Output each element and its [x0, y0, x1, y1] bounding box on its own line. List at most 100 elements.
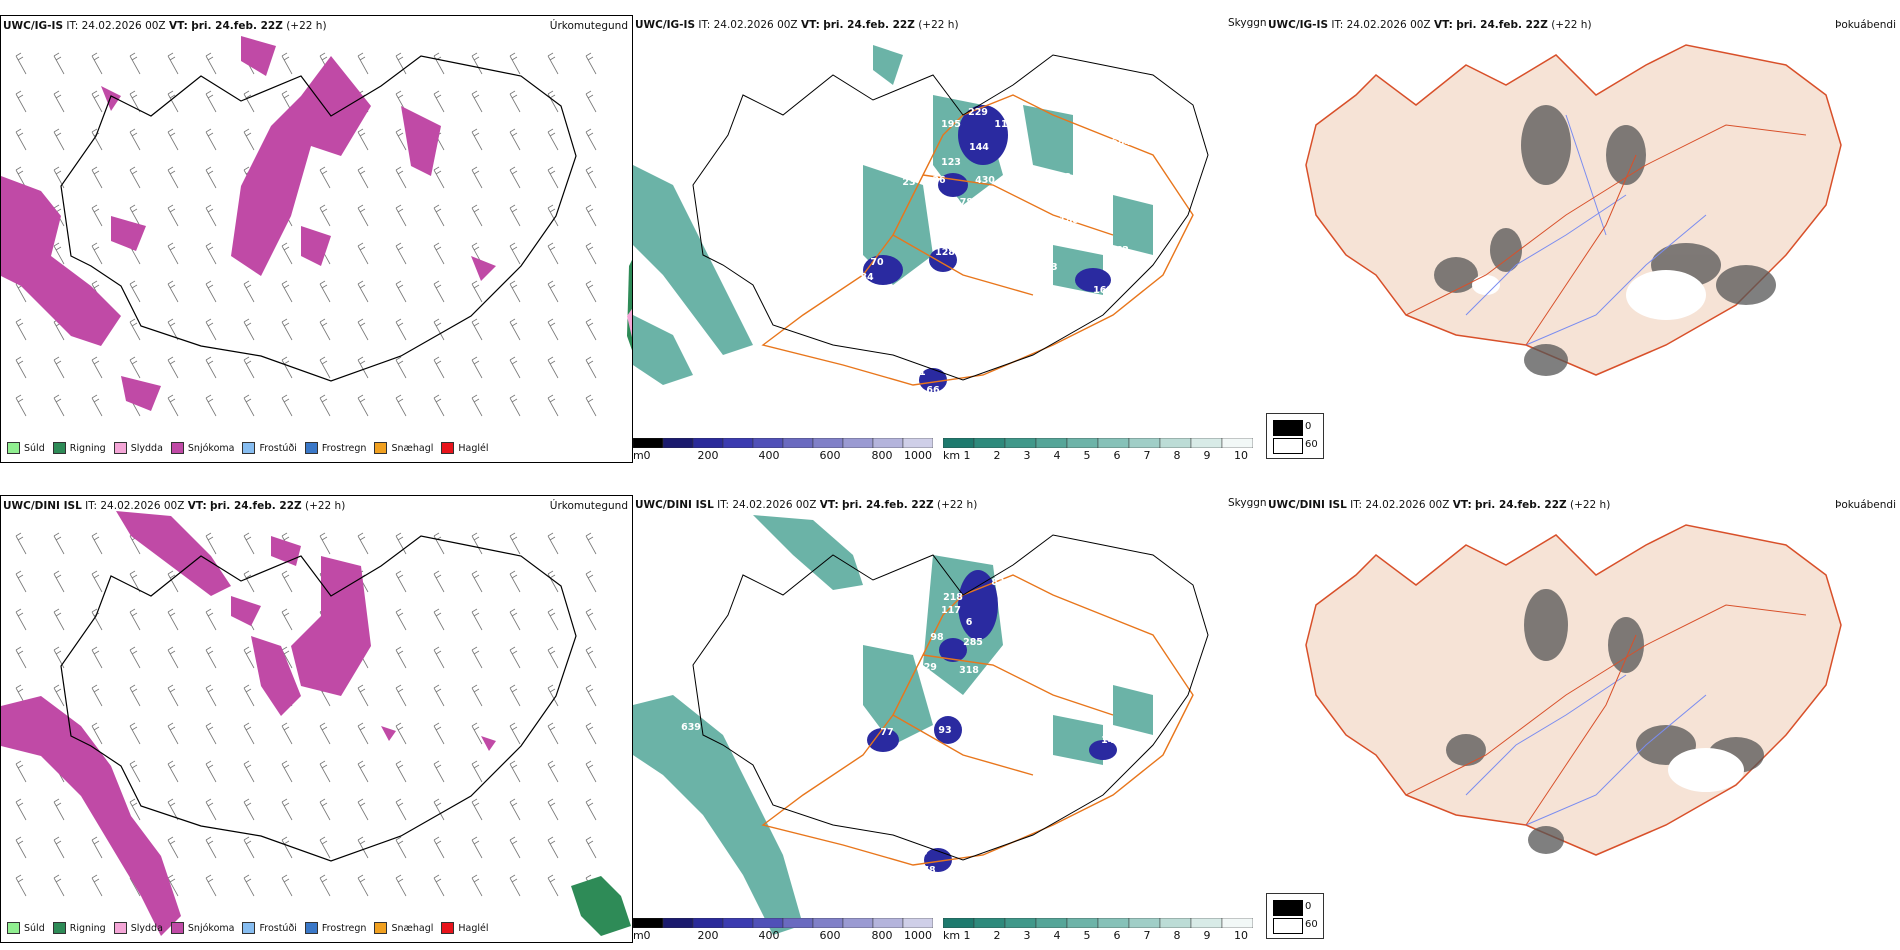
- wind-barb: [547, 798, 559, 821]
- wind-barb: [205, 874, 217, 897]
- panel-header: UWC/IG-IS IT: 24.02.2026 00Z VT: þri. 24…: [635, 19, 959, 31]
- legend-item: Frostúði: [242, 442, 297, 454]
- wind-barb: [15, 532, 27, 555]
- wind-barb: [129, 798, 141, 821]
- wind-barb: [243, 280, 255, 303]
- wind-barb: [53, 836, 65, 859]
- vis-tick: 2: [993, 449, 1001, 462]
- legend-swatch: [242, 442, 256, 454]
- wind-barb: [243, 798, 255, 821]
- height-label: 6: [966, 617, 973, 628]
- wind-barb: [585, 90, 597, 113]
- wind-barb: [205, 394, 217, 417]
- legend-item: Snjókoma: [170, 442, 234, 454]
- wind-barb: [129, 166, 141, 189]
- wind-barb: [395, 646, 407, 669]
- wind-barb: [167, 128, 179, 151]
- colorbar-segment: [973, 918, 1006, 928]
- wind-barb: [129, 204, 141, 227]
- wind-barb: [509, 608, 521, 631]
- height-label: 218: [943, 592, 963, 603]
- visibility-panel-row2: UWC/DINI ISL IT: 24.02.2026 00Z VT: þri.…: [633, 495, 1266, 943]
- colorbar-segment: [782, 918, 814, 928]
- wind-barb: [91, 166, 103, 189]
- visibility-colorbar-strip: [943, 438, 1253, 448]
- wind-barb: [205, 646, 217, 669]
- height-label: 11: [994, 119, 1007, 130]
- wind-barb: [395, 532, 407, 555]
- panel-title: Skyggni: [1228, 497, 1266, 509]
- wind-barb: [357, 722, 369, 745]
- colorbar-segment: [752, 438, 784, 448]
- colorbar-segment: [1097, 918, 1130, 928]
- wind-barb: [509, 684, 521, 707]
- wind-barb: [205, 608, 217, 631]
- wind-barb: [205, 280, 217, 303]
- wind-barb: [91, 394, 103, 417]
- colorbar-segment: [902, 438, 933, 448]
- wind-barb: [585, 836, 597, 859]
- height-tick: 0: [643, 929, 651, 942]
- wind-barb: [357, 798, 369, 821]
- colorbar-segment: [1128, 918, 1161, 928]
- wind-barb: [53, 608, 65, 631]
- colorbar-segment: [973, 438, 1006, 448]
- legend-item: Snjókoma: [170, 922, 234, 934]
- wind-barb: [53, 798, 65, 821]
- colorbar-segment: [662, 918, 694, 928]
- wind-barb: [243, 874, 255, 897]
- wind-barb: [509, 836, 521, 859]
- wind-barb: [547, 608, 559, 631]
- wind-barb: [585, 356, 597, 379]
- wind-barb: [91, 90, 103, 113]
- wind-barb: [509, 798, 521, 821]
- wind-barb: [509, 760, 521, 783]
- wind-barb: [15, 570, 27, 593]
- wind-barb: [243, 760, 255, 783]
- height-label: 06: [1046, 705, 1060, 716]
- wind-barb: [243, 646, 255, 669]
- legend-swatch: [52, 442, 66, 454]
- colorbar-segment: [1035, 918, 1068, 928]
- height-label: 116: [1011, 737, 1031, 748]
- wind-barb: [91, 532, 103, 555]
- wind-barb: [395, 356, 407, 379]
- legend-item: Frostregn: [304, 922, 366, 934]
- colorbar-segment: [1097, 438, 1130, 448]
- wind-barb: [15, 874, 27, 897]
- wind-barb: [91, 646, 103, 669]
- panel-header: UWC/IG-IS IT: 24.02.2026 00Z VT: þri. 24…: [3, 20, 327, 32]
- wind-barb: [205, 318, 217, 341]
- wind-barb: [91, 684, 103, 707]
- wind-barb: [509, 394, 521, 417]
- wind-barb: [91, 722, 103, 745]
- legend-item: Haglél: [441, 922, 489, 934]
- wind-barb: [205, 836, 217, 859]
- wind-barb: [585, 394, 597, 417]
- wind-barb: [167, 874, 179, 897]
- wind-barb: [357, 836, 369, 859]
- wind-barb: [433, 318, 445, 341]
- wind-barb: [167, 798, 179, 821]
- height-colorbar-strip: [633, 918, 933, 928]
- wind-barb: [471, 646, 483, 669]
- height-label: 78: [922, 865, 936, 876]
- height-label: 144: [969, 142, 989, 153]
- colorbar-segment: [943, 918, 975, 928]
- wind-barb: [91, 204, 103, 227]
- wind-barb: [281, 52, 293, 75]
- panel-header: UWC/DINI ISL IT: 24.02.2026 00Z VT: þri.…: [3, 500, 346, 512]
- vis-tick: 10: [1234, 929, 1248, 942]
- wind-barb: [319, 836, 331, 859]
- wind-barb: [547, 128, 559, 151]
- vis-tick: 6: [1113, 929, 1121, 942]
- height-label: 93: [938, 725, 951, 736]
- fog-swatch-60: [1273, 438, 1303, 454]
- height-label: 348: [1051, 172, 1071, 183]
- wind-barb: [15, 394, 27, 417]
- wind-barb: [129, 280, 141, 303]
- vis-tick: 5: [1083, 929, 1091, 942]
- wind-barb: [243, 532, 255, 555]
- wind-barb: [547, 280, 559, 303]
- wind-barb: [433, 204, 445, 227]
